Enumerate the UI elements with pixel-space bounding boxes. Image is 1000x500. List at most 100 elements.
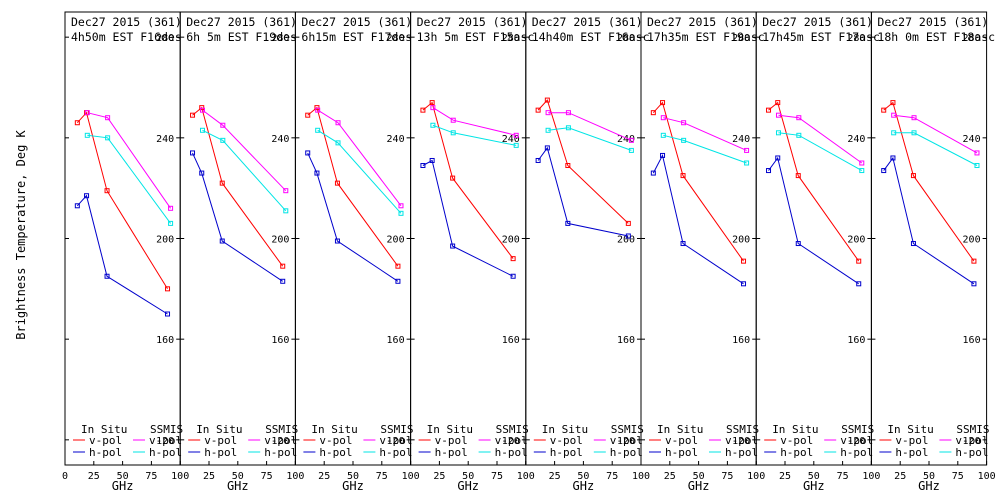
y-tick-label: 160 — [732, 335, 750, 346]
series-line-insitu-v — [883, 101, 975, 262]
data-point-ssmis-h — [283, 208, 289, 214]
y-tick-label: 200 — [617, 235, 635, 246]
x-axis-label: GHz — [573, 479, 595, 493]
data-point-ssmis-v — [430, 105, 436, 111]
x-tick-label: 25 — [318, 471, 330, 482]
data-point-ssmis-v — [660, 115, 666, 121]
data-point-insitu-h — [305, 150, 311, 156]
legend-in-situ: In Situ — [657, 423, 703, 436]
x-tick-label: 50 — [462, 471, 474, 482]
legend-ssmis: SSMIS — [150, 423, 183, 436]
data-point-insitu-h — [84, 193, 90, 199]
legend-label-hpol: h-pol — [149, 446, 182, 459]
data-point-insitu-h — [625, 233, 631, 239]
series-line-insitu-h — [537, 146, 629, 237]
x-tick-label: 25 — [894, 471, 906, 482]
data-point-insitu-v — [429, 100, 435, 106]
legend-in-situ: In Situ — [772, 423, 818, 436]
legend-label-hpol: h-pol — [725, 446, 758, 459]
data-point-insitu-v — [766, 107, 772, 113]
panel-title-time: 17h45m EST F17asc — [762, 30, 880, 44]
y-tick-label: 240 — [847, 134, 865, 145]
series-line-insitu-v — [192, 106, 284, 267]
data-point-insitu-h — [535, 157, 541, 163]
series-line-ssmis-v — [663, 117, 747, 151]
data-point-ssmis-v — [891, 112, 897, 118]
y-tick-label: 240 — [502, 134, 520, 145]
data-point-insitu-h — [165, 311, 171, 317]
legend-label-hpol: h-pol — [895, 446, 928, 459]
series-line-ssmis-v — [87, 112, 172, 209]
legend-in-situ: In Situ — [542, 423, 588, 436]
x-tick-label: 100 — [171, 471, 189, 482]
data-point-insitu-h — [650, 170, 656, 176]
data-point-insitu-v — [544, 97, 550, 103]
data-point-ssmis-h — [628, 147, 634, 153]
data-point-ssmis-h — [199, 127, 205, 133]
panel-3: 120 160 200 240 280 25 50 75 100 GHz Dec27 2015 (3… — [294, 11, 420, 493]
x-axis-label: GHz — [803, 479, 825, 493]
data-point-ssmis-h — [545, 127, 551, 133]
data-point-ssmis-h — [335, 140, 341, 146]
series-line-insitu-h — [768, 156, 859, 285]
legend-label-hpol: h-pol — [319, 446, 352, 459]
y-tick-label: 120 — [617, 436, 635, 447]
legend-label-hpol: h-pol — [204, 446, 237, 459]
data-point-insitu-h — [334, 238, 340, 244]
y-tick-label: 200 — [387, 235, 405, 246]
data-point-insitu-v — [971, 258, 977, 264]
data-point-insitu-h — [971, 281, 977, 287]
y-tick-label: 120 — [963, 436, 981, 447]
series-line-insitu-v — [652, 101, 744, 262]
x-tick-label: 50 — [347, 471, 359, 482]
data-point-ssmis-h — [974, 163, 980, 169]
data-point-insitu-h — [741, 281, 747, 287]
panels: 120 160 200 240 280 0 25 50 75 100 GHz Dec27 2015 (… — [62, 11, 996, 493]
data-point-ssmis-v — [220, 122, 226, 128]
legend-label-vpol: v-pol — [264, 434, 297, 447]
data-point-ssmis-h — [681, 137, 687, 143]
data-point-ssmis-h — [565, 125, 571, 131]
series-line-ssmis-h — [87, 134, 172, 224]
x-tick-label: 75 — [837, 471, 849, 482]
series-line-ssmis-h — [202, 129, 287, 212]
x-tick-label: 50 — [117, 471, 129, 482]
data-point-insitu-v — [165, 286, 171, 292]
series-line-ssmis-h — [778, 132, 863, 172]
series-line-insitu-h — [652, 153, 744, 285]
legend-ssmis: SSMIS — [380, 423, 413, 436]
x-axis-label: GHz — [688, 479, 710, 493]
panel-8: 120 160 200 240 280 25 50 75 100 GHz Dec27 2015 (3… — [870, 11, 996, 493]
data-point-ssmis-h — [315, 127, 321, 133]
data-point-insitu-h — [856, 281, 862, 287]
data-point-insitu-v — [314, 105, 320, 111]
legend-label-hpol: h-pol — [495, 446, 528, 459]
legend-label-hpol: h-pol — [610, 446, 643, 459]
data-point-ssmis-h — [513, 142, 519, 148]
legend-label-hpol: h-pol — [955, 446, 988, 459]
legend-label-vpol: v-pol — [780, 434, 813, 447]
x-tick-label: 50 — [693, 471, 705, 482]
data-point-insitu-v — [775, 100, 781, 106]
data-point-insitu-h — [104, 273, 110, 279]
data-point-insitu-v — [219, 180, 225, 186]
series-line-ssmis-v — [432, 107, 517, 136]
data-point-ssmis-h — [660, 132, 666, 138]
panel-title-date: Dec27 2015 (361) — [301, 15, 412, 29]
legend-label-vpol: v-pol — [895, 434, 928, 447]
data-point-ssmis-v — [84, 110, 90, 116]
y-tick-label: 120 — [387, 436, 405, 447]
data-point-insitu-v — [510, 256, 516, 262]
data-point-ssmis-v — [974, 150, 980, 156]
panel-4: 120 160 200 240 280 25 50 75 100 GHz Dec27 2015 (3… — [410, 11, 535, 493]
data-point-insitu-h — [450, 243, 456, 249]
data-point-insitu-v — [881, 107, 887, 113]
data-point-insitu-v — [280, 263, 286, 269]
legend-label-vpol: v-pol — [725, 434, 758, 447]
legend-label-vpol: v-pol — [379, 434, 412, 447]
legend-ssmis: SSMIS — [611, 423, 644, 436]
panel-title-time: 17h35m EST F19asc — [647, 30, 765, 44]
data-point-insitu-h — [680, 241, 686, 247]
data-point-insitu-v — [74, 120, 80, 126]
data-point-insitu-v — [199, 105, 205, 111]
